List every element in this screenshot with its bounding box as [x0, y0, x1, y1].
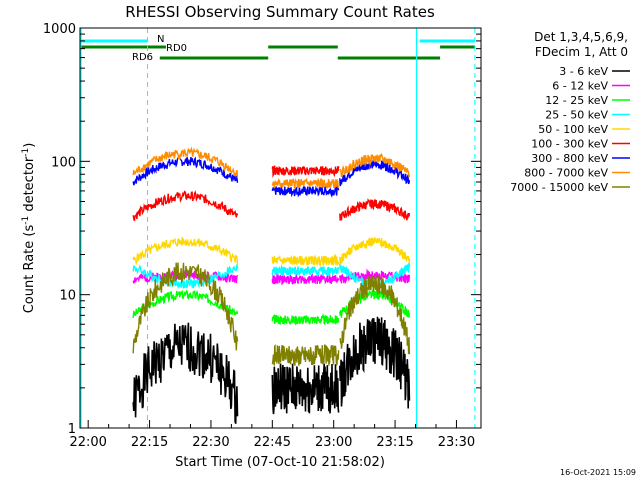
series-8 [132, 146, 411, 190]
series-line [339, 275, 411, 355]
series-line [271, 183, 340, 199]
series-line [132, 146, 239, 178]
series-line [271, 343, 340, 367]
legend-entry-label: 25 - 50 keV [545, 109, 608, 122]
x-tick-label: 22:00 [69, 435, 106, 450]
x-tick-label: 23:30 [438, 435, 475, 450]
series-7 [132, 156, 411, 199]
x-tick-label: 22:15 [131, 435, 168, 450]
series-line [271, 177, 340, 190]
x-axis-label: Start Time (07-Oct-10 21:58:02) [175, 455, 385, 470]
series-6 [132, 165, 411, 221]
series-9 [132, 262, 411, 367]
series-line [339, 236, 411, 265]
legend: Det 1,3,4,5,6,9, FDecim 1, Att 0 3 - 6 k… [510, 30, 630, 194]
y-axis-label-main: Count Rate (s [22, 225, 37, 314]
series-line [271, 363, 340, 415]
series-line [271, 313, 340, 326]
y-axis-label: Count Rate (s-1 detector-1) [21, 143, 37, 314]
y-tick-label: 1 [68, 422, 76, 437]
y-axis: 1 10 100 1000 [43, 22, 481, 437]
series-line [132, 237, 239, 266]
attenuator-label-rd0: RD0 [166, 43, 187, 54]
legend-entry-label: 3 - 6 keV [559, 65, 608, 78]
x-axis: 22:00 22:15 22:30 22:45 23:00 23:15 23:30 [69, 420, 475, 450]
legend-entry-label: 100 - 300 keV [531, 138, 608, 151]
legend-entry-label: 800 - 7000 keV [524, 167, 608, 180]
series-3 [132, 289, 411, 326]
series-line [132, 264, 239, 289]
series-5 [132, 236, 411, 267]
legend-entry-label: 12 - 25 keV [545, 94, 608, 107]
series-line [271, 253, 340, 267]
x-tick-label: 22:45 [254, 435, 291, 450]
y-tick-label: 10 [59, 289, 76, 304]
plot-frame [79, 27, 482, 429]
legend-header-line2: FDecim 1, Att 0 [535, 45, 628, 59]
series-line [339, 316, 411, 409]
y-tick-label: 1000 [43, 22, 76, 37]
series-line [339, 152, 411, 178]
series-line [271, 264, 340, 278]
series-1 [132, 316, 411, 424]
attenuator-label-n: N [157, 34, 164, 45]
plot-area [80, 28, 476, 428]
x-tick-label: 22:30 [192, 435, 229, 450]
series-line [271, 165, 340, 179]
legend-entry-label: 6 - 12 keV [552, 80, 608, 93]
attenuator-label-rd6: RD6 [132, 52, 153, 63]
x-tick-label: 23:15 [376, 435, 413, 450]
legend-entry-label: 50 - 100 keV [538, 123, 608, 136]
series-line [132, 322, 239, 424]
x-tick-label: 23:00 [315, 435, 352, 450]
y-axis-label-sup2: -1 [21, 148, 31, 157]
series-line [271, 272, 340, 286]
series-line [339, 197, 411, 221]
series-line [132, 156, 239, 186]
legend-header-line1: Det 1,3,4,5,6,9, [534, 30, 628, 44]
y-axis-label-sup1: -1 [21, 216, 31, 225]
legend-entry-label: 300 - 800 keV [531, 152, 608, 165]
chart-title: RHESSI Observing Summary Count Rates [125, 3, 435, 21]
series-line [132, 262, 239, 354]
generation-timestamp: 16-Oct-2021 15:09 [560, 468, 636, 477]
y-tick-label: 100 [51, 155, 76, 170]
y-axis-label-mid: detector [22, 156, 37, 216]
legend-entry-label: 7000 - 15000 keV [510, 181, 608, 194]
y-axis-label-end: ) [22, 143, 37, 148]
series-line [132, 190, 239, 221]
